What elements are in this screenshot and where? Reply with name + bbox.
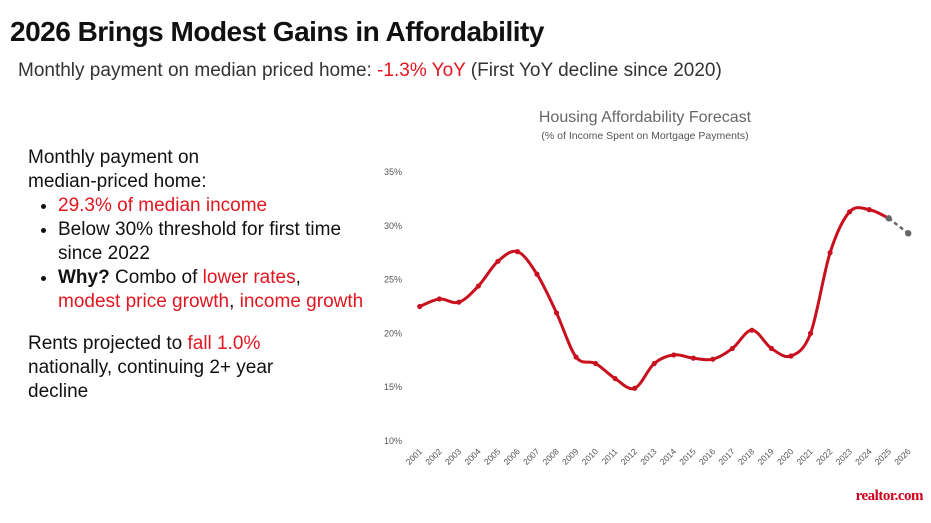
x-tick-label: 2011: [600, 446, 620, 466]
x-tick-label: 2025: [873, 446, 894, 467]
text-run: Monthly payment on median-priced home:: [28, 147, 207, 192]
data-point: [905, 230, 912, 237]
text-run: fall 1.0%: [187, 333, 261, 354]
chart-title: Housing Affordability Forecast: [539, 109, 752, 126]
y-tick-label: 10%: [384, 436, 402, 446]
bullet: Why? Combo of lower rates, modest price …: [58, 266, 368, 314]
data-point: [885, 215, 892, 222]
data-point: [710, 356, 716, 362]
data-point: [514, 249, 521, 255]
text-panel: Monthly payment on median-priced home: 2…: [28, 146, 368, 404]
x-tick-label: 2014: [658, 446, 679, 467]
data-point: [436, 296, 442, 302]
y-tick-label: 20%: [384, 328, 402, 338]
x-tick-label: 2012: [619, 446, 640, 467]
text-run: -1.3% YoY: [377, 60, 466, 81]
chart-subtitle: (% of Income Spent on Mortgage Payments): [541, 130, 748, 142]
x-tick-label: 2016: [697, 446, 718, 467]
bullet-list: 29.3% of median income Below 30% threshol…: [28, 194, 368, 314]
text-run: modest price growth: [58, 291, 230, 312]
text-run: Monthly payment on median priced home:: [18, 60, 378, 81]
slide-subtitle: Monthly payment on median priced home: -…: [18, 60, 722, 82]
x-tick-label: 2023: [834, 446, 855, 467]
text-run: income growth: [239, 291, 364, 312]
bullet: 29.3% of median income: [58, 194, 368, 218]
intro-text: Monthly payment on median-priced home:: [28, 146, 263, 194]
data-point: [866, 207, 872, 213]
x-tick-label: 2018: [736, 446, 757, 467]
x-tick-label: 2001: [404, 446, 425, 467]
text-run: 29.3% of median income: [58, 195, 268, 216]
x-tick-label: 2009: [560, 446, 581, 467]
text-run: ,: [295, 267, 307, 288]
data-point: [690, 355, 696, 361]
x-tick-label: 2017: [716, 446, 737, 467]
data-point: [495, 258, 501, 264]
text-run: Below 30% threshold for first time since…: [58, 219, 347, 264]
data-point: [553, 310, 560, 316]
x-tick-label: 2013: [638, 446, 659, 467]
data-point: [827, 250, 833, 256]
y-tick-label: 30%: [384, 221, 402, 231]
data-point: [749, 327, 755, 333]
y-tick-label: 15%: [384, 382, 402, 392]
data-point: [593, 360, 599, 367]
data-point: [671, 352, 677, 358]
x-tick-label: 2024: [853, 446, 874, 467]
bullet: Below 30% threshold for first time since…: [58, 218, 368, 266]
x-tick-label: 2007: [521, 446, 542, 467]
y-tick-label: 35%: [384, 167, 402, 177]
x-tick-label: 2006: [501, 446, 522, 467]
data-point: [729, 345, 735, 352]
data-point: [417, 303, 423, 310]
data-point: [768, 345, 775, 352]
x-tick-label: 2020: [775, 446, 796, 467]
text-run: lower rates: [202, 267, 296, 288]
text-run: Why?: [58, 267, 110, 288]
data-point: [456, 299, 462, 305]
x-tick-label: 2021: [795, 446, 816, 467]
slide-title: 2026 Brings Modest Gains in Affordabilit…: [10, 16, 544, 47]
data-point: [847, 209, 853, 215]
text-run: (First YoY decline since 2020): [465, 60, 722, 81]
logo: realtor.com: [855, 488, 924, 504]
y-tick-label: 25%: [384, 275, 402, 285]
x-tick-label: 2010: [580, 446, 601, 467]
x-tick-label: 2019: [755, 446, 776, 467]
x-tick-label: 2026: [892, 446, 913, 467]
series-line: [887, 217, 909, 235]
data-point: [475, 283, 481, 289]
text-run: Rents projected to: [28, 333, 188, 354]
text-run: nationally, continuing 2+ year decline: [28, 333, 279, 402]
x-tick-label: 2005: [482, 446, 503, 467]
x-tick-label: 2004: [462, 446, 483, 467]
data-point: [807, 330, 814, 336]
data-point: [632, 385, 638, 391]
data-point: [612, 375, 618, 382]
data-point: [534, 271, 540, 277]
text-run: Combo of: [109, 267, 203, 288]
text-run: ,: [229, 291, 240, 312]
x-tick-label: 2022: [814, 446, 835, 467]
data-point: [573, 354, 579, 360]
x-tick-label: 2002: [423, 446, 444, 467]
outro-text: Rents projected to fall 1.0% nationally,…: [28, 332, 293, 404]
data-point: [651, 360, 657, 367]
x-tick-label: 2015: [677, 446, 698, 467]
x-tick-label: 2008: [541, 446, 562, 467]
x-tick-label: 2003: [443, 446, 464, 467]
data-point: [788, 353, 794, 359]
